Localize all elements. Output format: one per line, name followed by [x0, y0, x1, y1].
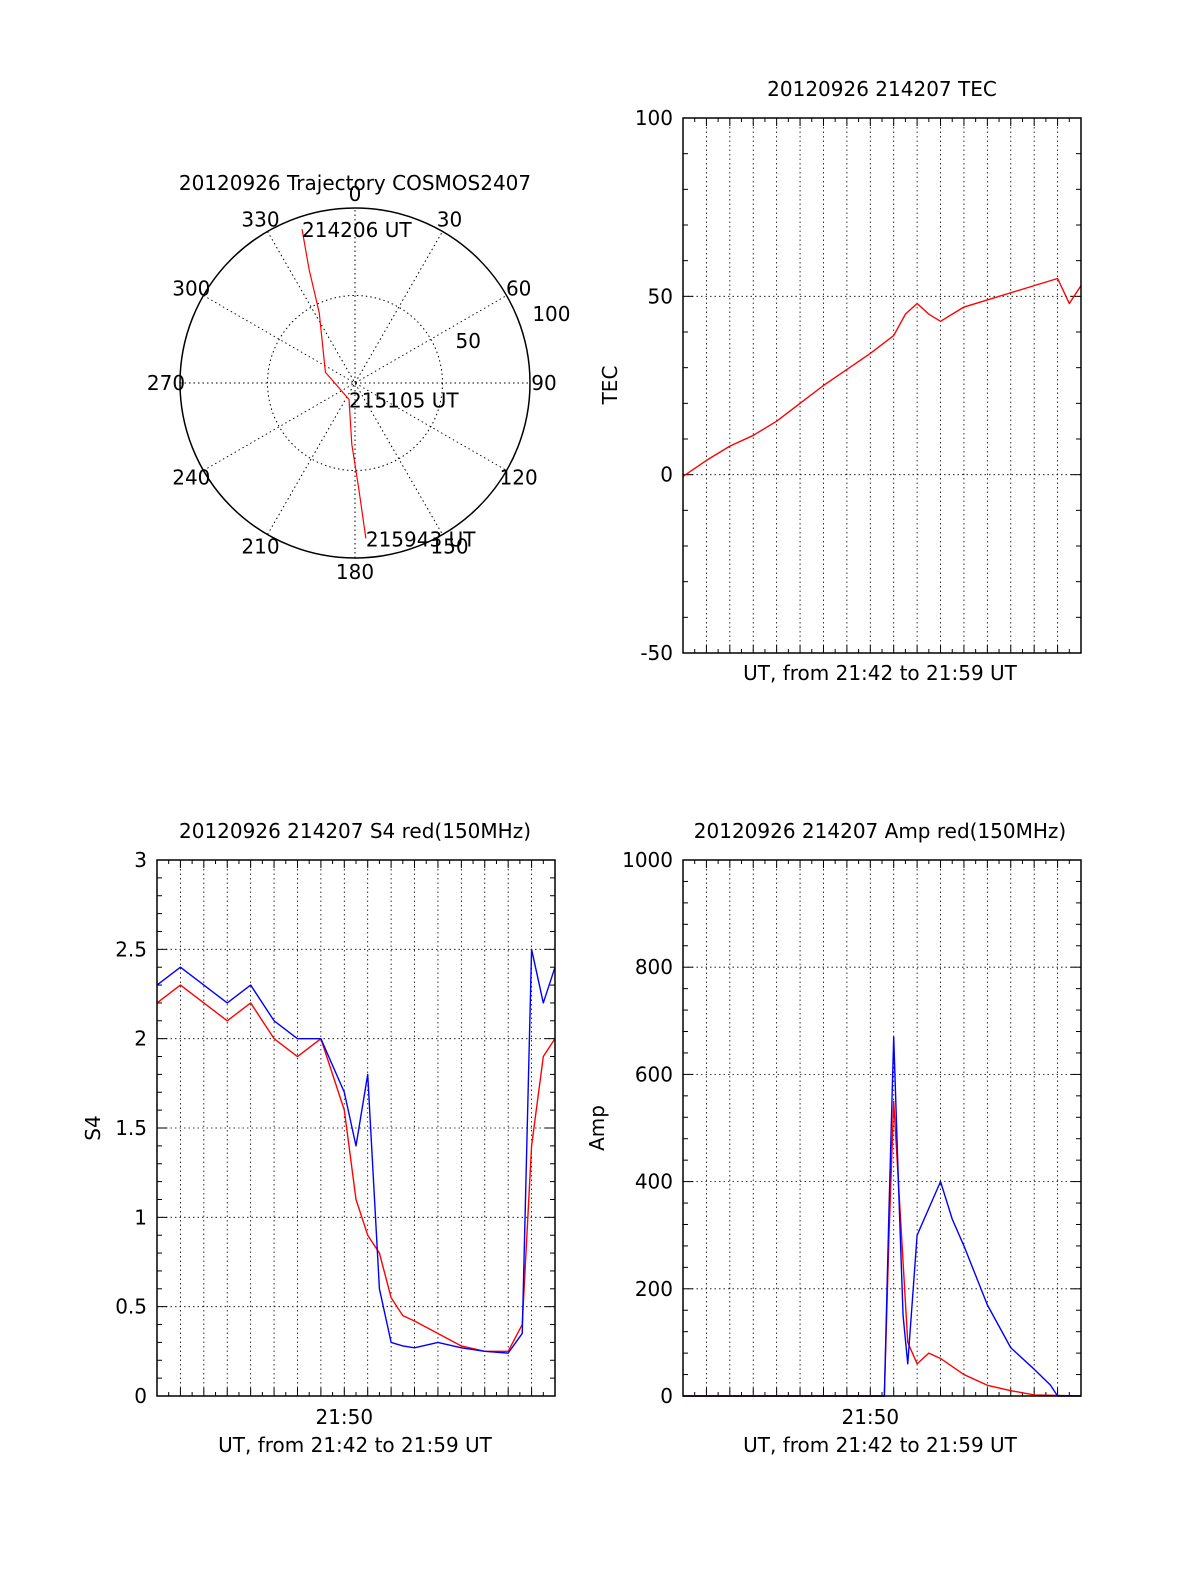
amp-title: 20120926 214207 Amp red(150MHz): [694, 819, 1066, 843]
polar-angle-label: 240: [172, 466, 210, 490]
s4-panel: 20120926 214207 S4 red(150MHz) S4 UT, fr…: [81, 819, 556, 1457]
y-tick-label: 1: [134, 1205, 147, 1229]
amp-ylabel: Amp: [585, 1105, 609, 1151]
y-tick-label: -50: [640, 641, 673, 665]
series-line-red: [683, 1100, 1082, 1397]
polar-angle-label: 30: [437, 207, 462, 231]
polar-angle-label: 120: [500, 466, 538, 490]
plot-frame: [156, 859, 556, 1397]
y-tick-label: 3: [134, 848, 147, 872]
tec-plot-area: -50 0 50 100: [635, 106, 1082, 665]
tec-ylabel: TEC: [598, 366, 622, 406]
amp-xlabel: UT, from 21:42 to 21:59 UT: [743, 1433, 1018, 1457]
s4-plot-area: 0 0.5 1 1.5 2 2.5 3 21:50: [115, 848, 556, 1429]
series-line-blue: [156, 948, 556, 1354]
y-tick-label: 400: [635, 1170, 673, 1194]
x-tick-label: 21:50: [315, 1405, 373, 1429]
polar-angle-label: 330: [241, 207, 279, 231]
polar-angle-label: 90: [531, 371, 556, 395]
polar-angle-label: 0: [349, 182, 362, 206]
y-tick-label: 200: [635, 1277, 673, 1301]
polar-trajectory-line: [301, 229, 367, 539]
series-line-blue: [683, 1036, 1081, 1397]
polar-time-annotation: 215105 UT: [349, 388, 459, 412]
polar-angle-label: 300: [172, 277, 210, 301]
amp-plot-area: 0 200 400 600 800 1000 21:50: [622, 848, 1082, 1429]
y-tick-label: 600: [635, 1062, 673, 1086]
y-tick-label: 100: [635, 106, 673, 130]
y-tick-label: 2: [134, 1027, 147, 1051]
plot-frame: [682, 859, 1082, 1397]
plot-frame: [682, 117, 1082, 654]
polar-annotations: 214206 UT 215105 UT 215943 UT: [302, 218, 476, 551]
tec-title: 20120926 214207 TEC: [767, 77, 997, 101]
polar-angle-labels: 0 30 60 90 120 150 180 210 240 270 300 330: [147, 182, 557, 584]
polar-radial-labels: 50 100: [455, 302, 570, 353]
polar-trajectory: [301, 229, 367, 539]
y-tick-label: 1000: [622, 848, 673, 872]
polar-time-annotation: 215943 UT: [366, 527, 476, 551]
polar-angle-label: 150: [430, 535, 468, 559]
polar-title: 20120926 Trajectory COSMOS2407: [179, 171, 531, 195]
polar-angle-label: 180: [336, 560, 374, 584]
polar-angle-label: 210: [241, 535, 279, 559]
tec-panel: 20120926 214207 TEC TEC UT, from 21:42 t…: [598, 77, 1082, 685]
polar-angle-label: 270: [147, 371, 185, 395]
y-tick-label: 50: [648, 284, 673, 308]
y-tick-label: 1.5: [115, 1116, 147, 1140]
polar-angle-label: 60: [506, 277, 531, 301]
polar-time-annotation: 214206 UT: [302, 218, 412, 242]
s4-xlabel: UT, from 21:42 to 21:59 UT: [218, 1433, 493, 1457]
tec-xlabel: UT, from 21:42 to 21:59 UT: [743, 661, 1018, 685]
y-tick-label: 2.5: [115, 937, 147, 961]
s4-title: 20120926 214207 S4 red(150MHz): [179, 819, 531, 843]
x-tick-label: 21:50: [841, 1405, 899, 1429]
polar-radial-label: 100: [532, 302, 570, 326]
y-tick-label: 0: [134, 1384, 147, 1408]
series-line-red: [156, 984, 556, 1353]
series-line-red: [682, 277, 1082, 478]
y-tick-label: 0.5: [115, 1295, 147, 1319]
amp-panel: 20120926 214207 Amp red(150MHz) Amp UT, …: [585, 819, 1082, 1457]
polar-radial-label: 50: [455, 329, 480, 353]
s4-ylabel: S4: [81, 1115, 105, 1140]
y-tick-label: 0: [660, 1384, 673, 1408]
polar-grid: [179, 207, 531, 559]
y-tick-label: 800: [635, 955, 673, 979]
y-tick-label: 0: [660, 463, 673, 487]
polar-panel: 20120926 Trajectory COSMOS2407 0 30 60 90 12…: [147, 171, 571, 584]
